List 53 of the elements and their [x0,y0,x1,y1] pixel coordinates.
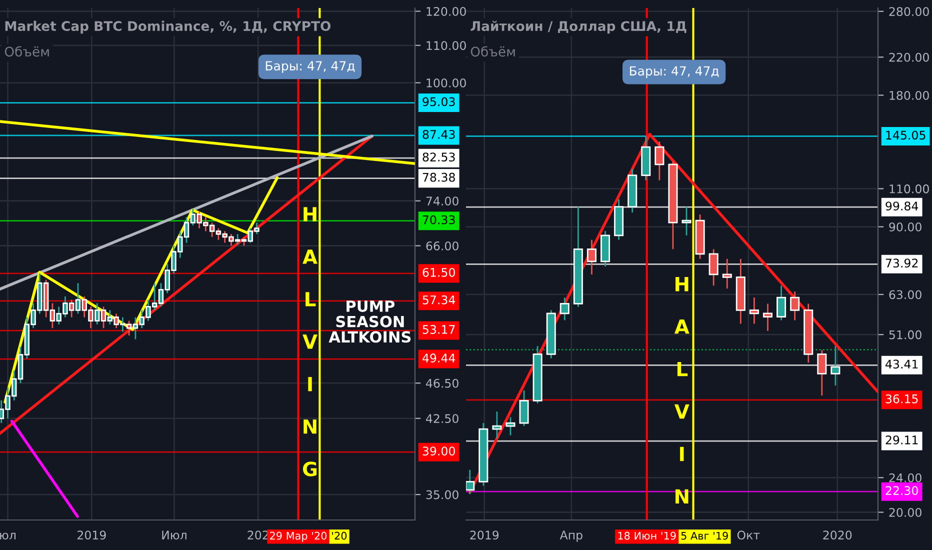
ref-line-label: 22.30 [886,486,918,496]
y-tick-label: 66.00 [426,241,458,250]
y-tick-label: 280.00 [889,7,929,16]
x-tick-label: 2020 [823,530,852,540]
ref-line-label: 78.38 [422,172,455,182]
x-tick-label: Окт [737,530,760,540]
y-tick-label: 90.00 [889,222,922,232]
y-tick-label: 42.50 [426,414,458,424]
ref-line-label: 39.00 [422,446,455,456]
y-tick-label: 35.00 [426,490,458,500]
ref-line-label: 29.11 [886,436,918,444]
x-tick-label: Апр [560,530,582,542]
y-tick-label: 100.00 [426,78,466,88]
text: H A L V I N [674,277,690,504]
ref-line-label: 18 Июн '19 [618,532,676,540]
text: Объём [4,46,49,57]
x-tick-label: Июл [162,530,186,540]
text: Объём [470,46,515,57]
x-tick-label: 2019 [78,530,106,540]
y-tick-label: 46.50 [426,378,458,388]
ref-line-label: 82.53 [422,152,455,162]
ref-line-label: 36.15 [886,394,918,404]
ref-line-label: '20 [332,532,347,540]
annotation: Бары: 47, 47д [266,61,355,73]
text: Market Cap BTC Dominance, %, 1Д, CRYPTO [5,20,331,34]
y-tick-label: 20.00 [889,508,922,517]
y-tick-label: 110.00 [890,184,929,194]
y-tick-label: 120.00 [426,6,466,16]
ref-line-label: 95.03 [422,97,455,106]
ref-line-label: 43.41 [886,360,918,369]
x-tick-label: юл [0,532,16,540]
ref-line-label: 70.33 [422,215,455,224]
y-tick-label: 24.00 [889,473,922,482]
ref-line-label: 145.05 [886,130,926,140]
y-tick-label: 74.00 [426,196,458,206]
ref-line-label: 99.84 [886,202,918,211]
y-tick-label: 63.00 [889,290,922,300]
ref-line-label: 53.17 [422,325,455,334]
ref-line-label: 61.50 [422,268,455,277]
ref-line-label: 29 Мар '20 [270,532,327,542]
text: Лайткоин / Доллар США, 1Д [470,20,686,34]
y-tick-label: 110.00 [426,41,466,50]
ref-line-label: 49.44 [422,354,456,362]
y-tick-label: 220.00 [889,52,929,62]
annotation: Бары: 47, 47д [630,66,719,78]
ref-line-label: 73.92 [886,258,918,268]
ref-line-label: 5 Авг '19 [681,532,728,540]
ref-line-label: 87.43 [422,130,455,139]
x-tick-label: 2019 [470,530,499,540]
annotation: PUMP SEASON ALTKOINS [328,300,411,343]
y-tick-label: 180.00 [890,90,929,100]
y-tick-label: 51.00 [889,330,922,340]
ref-line-label: 57.34 [422,295,456,304]
